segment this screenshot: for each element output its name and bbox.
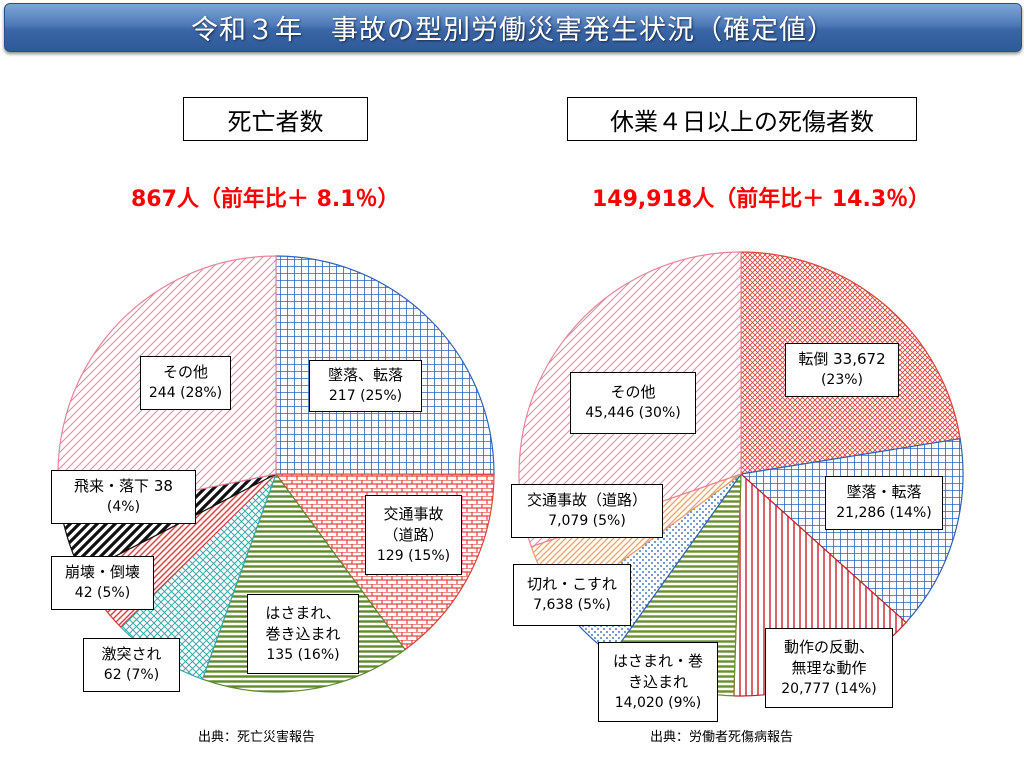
- right-label-caught: はさまれ・巻 き込まれ 14,020 (9%): [598, 642, 718, 722]
- left-label-other: その他 244 (28%): [140, 356, 231, 410]
- right-label-cuts: 切れ・こすれ 7,638 (5%): [513, 564, 631, 626]
- right-chart-subtitle: 休業４日以上の死傷者数: [567, 97, 917, 141]
- left-source: 出典：死亡災害報告: [198, 730, 316, 745]
- left-chart-total: 867人（前年比＋ 8.1％）: [131, 187, 400, 212]
- left-label-flying: 飛来・落下 38 (4%): [51, 470, 196, 524]
- right-label-tumble: 転倒 33,672 (23%): [785, 343, 899, 397]
- left-label-struck: 激突され 62 (7%): [83, 638, 180, 692]
- right-label-falls: 墜落・転落 21,286 (14%): [825, 476, 943, 530]
- left-chart-subtitle: 死亡者数: [183, 97, 368, 141]
- title-banner: 令和３年 事故の型別労働災害発生状況（確定値）: [4, 3, 1022, 52]
- right-label-traffic: 交通事故（道路） 7,079 (5%): [511, 484, 663, 538]
- right-chart-total: 149,918人（前年比＋ 14.3％）: [592, 187, 931, 212]
- right-pie: [518, 251, 964, 697]
- right-label-other: その他 45,446 (30%): [570, 372, 696, 434]
- page-title: 令和３年 事故の型別労働災害発生状況（確定値）: [191, 15, 835, 46]
- right-label-reaction: 動作の反動、 無理な動作 20,777 (14%): [765, 628, 893, 708]
- left-label-collapse: 崩壊・倒壊 42 (5%): [51, 556, 154, 610]
- left-label-traffic: 交通事故 （道路） 129 (15%): [365, 495, 462, 575]
- left-label-falls: 墜落、転落 217 (25%): [309, 360, 422, 412]
- left-label-caught: はさまれ、 巻き込まれ 135 (16%): [247, 594, 359, 674]
- right-source: 出典：労働者死傷病報告: [650, 730, 794, 745]
